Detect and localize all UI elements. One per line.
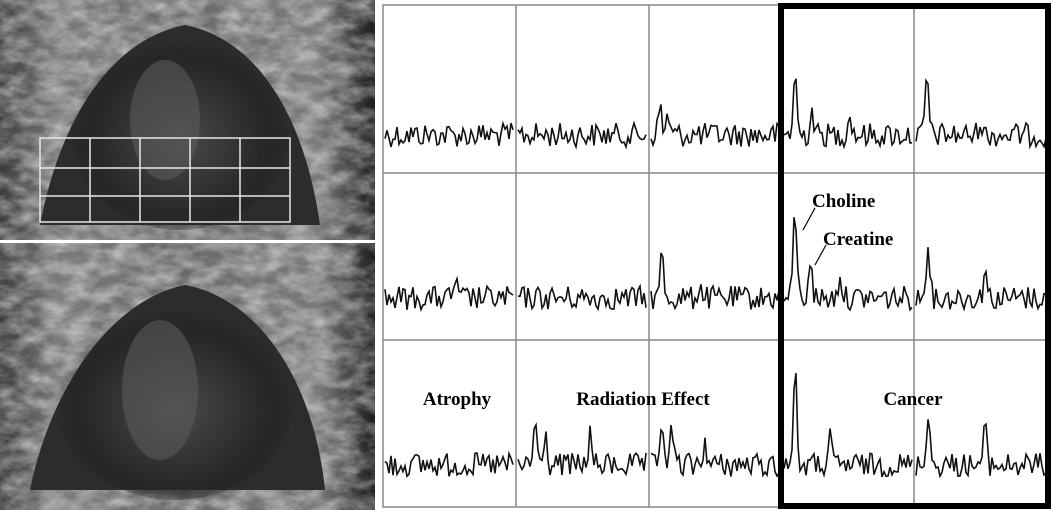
spectra-grid [383,5,1050,507]
annotation: Creatine [823,229,893,250]
mri-top [0,0,375,240]
region-label: Radiation Effect [576,389,710,410]
mri-bottom [0,243,375,510]
spectrum [916,419,1048,476]
region-label: Atrophy [423,389,492,410]
spectrum [651,104,779,146]
spectrum [385,123,513,147]
spectrum [518,425,646,475]
spectrum [385,453,513,476]
spectrum [385,279,513,310]
spectrum [518,123,646,147]
spectrum [651,253,779,310]
region-label: Cancer [883,389,943,410]
spectrum [518,286,646,309]
annotation: Choline [812,191,875,212]
spectrum [651,425,779,477]
spectrum [916,81,1048,147]
spectrum [784,79,912,147]
spectrum [916,247,1048,309]
spectra [385,79,1048,477]
figure: Choline Creatine Atrophy Radiation Effec… [0,0,1053,510]
